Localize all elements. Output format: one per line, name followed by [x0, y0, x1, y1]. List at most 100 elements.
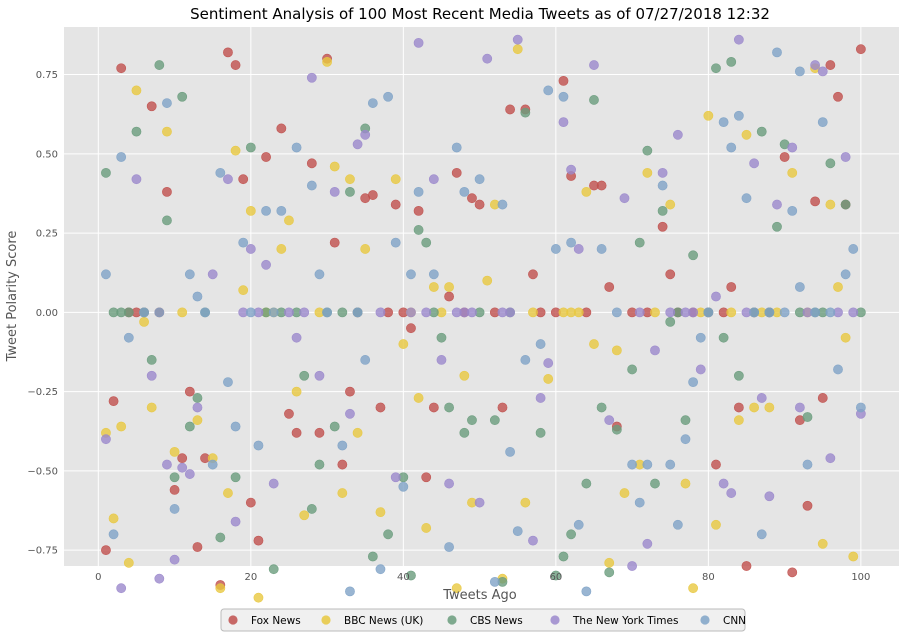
data-point	[245, 307, 256, 318]
data-point	[825, 307, 836, 318]
data-point	[291, 386, 302, 397]
data-point	[741, 129, 752, 140]
data-point	[482, 275, 493, 286]
data-point	[291, 427, 302, 438]
data-point	[261, 205, 271, 216]
data-point	[230, 472, 241, 483]
data-point	[733, 415, 744, 426]
data-point	[825, 158, 836, 169]
data-point	[177, 91, 188, 102]
legend-entry: BBC News (UK)	[344, 615, 423, 627]
data-point	[756, 393, 767, 403]
data-point	[764, 402, 775, 413]
data-point	[223, 377, 233, 388]
data-point	[245, 244, 256, 254]
data-point	[413, 205, 424, 216]
data-point	[101, 167, 111, 178]
data-point	[444, 542, 454, 552]
data-point	[345, 386, 355, 397]
data-point	[306, 158, 317, 169]
data-point	[451, 142, 462, 153]
data-point	[322, 307, 332, 318]
data-point	[764, 307, 775, 318]
data-point	[833, 91, 843, 102]
data-point	[314, 427, 325, 438]
data-point	[177, 307, 188, 318]
data-point	[116, 421, 127, 432]
data-point	[810, 307, 821, 318]
data-point	[467, 415, 477, 426]
data-point	[146, 370, 157, 381]
data-point	[291, 142, 302, 153]
data-point	[177, 462, 188, 473]
data-point	[505, 446, 515, 457]
data-point	[703, 110, 714, 121]
data-point	[467, 193, 477, 204]
data-point	[444, 282, 454, 292]
data-point	[787, 142, 798, 153]
data-point	[848, 307, 859, 318]
data-point	[116, 307, 127, 318]
data-point	[474, 174, 485, 185]
data-point	[566, 529, 577, 540]
data-point	[528, 269, 538, 280]
data-point	[108, 513, 119, 524]
data-point	[817, 66, 828, 77]
data-point	[406, 323, 416, 334]
data-point	[688, 250, 699, 261]
data-point	[184, 421, 195, 432]
data-point	[855, 402, 866, 413]
data-point	[711, 459, 721, 470]
x-tick-label: 0	[95, 572, 101, 583]
data-point	[650, 307, 660, 318]
data-point	[589, 60, 599, 70]
data-point	[642, 167, 653, 178]
data-point	[345, 186, 355, 197]
data-point	[459, 307, 470, 318]
data-point	[215, 532, 226, 543]
data-point	[322, 56, 332, 67]
data-point	[550, 244, 561, 254]
data-point	[352, 427, 363, 438]
data-point	[726, 307, 737, 318]
data-point	[726, 56, 737, 67]
data-point	[398, 481, 409, 492]
data-point	[535, 427, 546, 438]
data-point	[482, 53, 493, 64]
data-point	[421, 237, 432, 248]
data-point	[787, 205, 798, 216]
data-point	[794, 282, 805, 292]
data-point	[375, 307, 386, 318]
data-point	[230, 516, 241, 527]
data-point	[253, 592, 264, 603]
x-tick-label: 60	[549, 572, 562, 583]
data-point	[634, 237, 645, 248]
data-point	[337, 488, 348, 498]
data-point	[627, 459, 638, 470]
data-point	[360, 129, 371, 140]
data-point	[383, 91, 393, 102]
data-point	[497, 199, 508, 210]
data-point	[436, 355, 447, 365]
data-point	[390, 199, 401, 210]
data-point	[352, 139, 363, 150]
data-point	[276, 205, 287, 216]
data-point	[146, 101, 157, 112]
data-point	[101, 434, 111, 445]
data-point	[718, 478, 729, 489]
data-point	[413, 393, 424, 403]
data-point	[512, 34, 523, 45]
data-point	[741, 561, 752, 571]
data-point	[817, 393, 828, 403]
legend-entry: CBS News	[470, 615, 523, 627]
data-point	[611, 424, 622, 435]
data-point	[665, 459, 676, 470]
legend-marker	[550, 615, 560, 625]
data-point	[840, 332, 851, 343]
data-point	[840, 199, 851, 210]
series-4	[101, 47, 866, 597]
data-point	[314, 459, 325, 470]
data-point	[367, 190, 378, 200]
data-point	[657, 205, 668, 216]
data-point	[825, 199, 836, 210]
